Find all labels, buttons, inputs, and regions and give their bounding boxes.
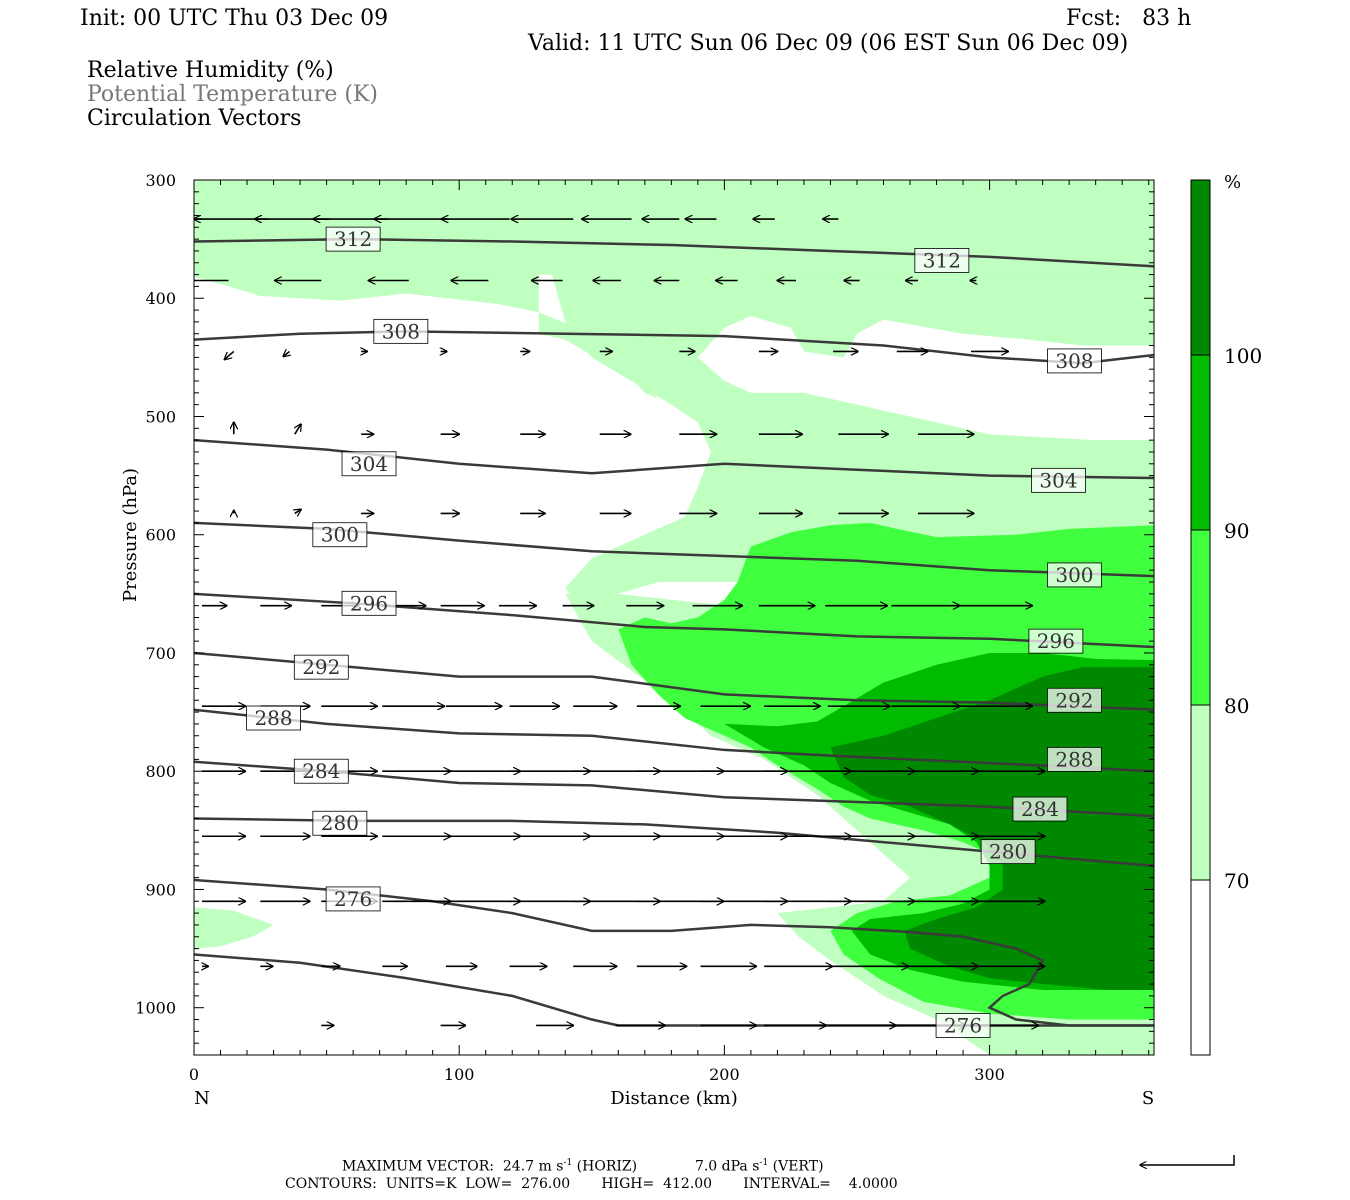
y-tick-label-300: 300 bbox=[145, 171, 176, 190]
valid-time-label: Valid: 11 UTC Sun 06 Dec 09 (06 EST Sun … bbox=[528, 31, 1129, 56]
axis-layer: 300 400 500 600 700 800 900 1000 0 100 200 300 bbox=[135, 171, 1154, 1084]
theta-label-292-0: 292 bbox=[293, 654, 349, 680]
colorbar-segment-80-90 bbox=[1190, 529, 1211, 706]
svg-text:296: 296 bbox=[1037, 629, 1075, 653]
svg-text:276: 276 bbox=[944, 1013, 982, 1037]
theta-label-280-1: 280 bbox=[980, 839, 1036, 865]
north-end-label: N bbox=[194, 1088, 210, 1109]
y-axis-title: Pressure (hPa) bbox=[120, 468, 141, 602]
theta-label-284-1: 284 bbox=[1012, 796, 1068, 822]
south-end-label: S bbox=[1142, 1088, 1154, 1109]
max-vector-label: MAXIMUM VECTOR: bbox=[342, 1158, 494, 1175]
colorbar: 70 80 90 100 bbox=[1190, 179, 1262, 1056]
field-vectors-label: Circulation Vectors bbox=[87, 106, 302, 131]
svg-text:288: 288 bbox=[254, 706, 292, 730]
svg-text:276: 276 bbox=[334, 887, 372, 911]
rh-region-70-80-4 bbox=[194, 907, 274, 949]
vert-exp: -1 bbox=[759, 1158, 769, 1168]
theta-contour-276 bbox=[194, 878, 1154, 1027]
contours-info: CONTOURS: UNITS=K LOW= 276.00 HIGH= 412.… bbox=[285, 1176, 898, 1192]
theta-label-300-1: 300 bbox=[1047, 562, 1102, 588]
theta-label-292-1: 292 bbox=[1047, 687, 1102, 713]
svg-text:296: 296 bbox=[350, 591, 388, 615]
x-axis-title: Distance (km) bbox=[610, 1088, 737, 1109]
colorbar-segment-70-80 bbox=[1190, 704, 1211, 881]
x-tick-label-200: 200 bbox=[709, 1065, 740, 1084]
theta-label-276-1: 276 bbox=[935, 1013, 991, 1038]
theta-contour-292 bbox=[194, 651, 1154, 711]
colorbar-segment-above-100 bbox=[1190, 179, 1211, 356]
theta-label-288-0: 288 bbox=[246, 705, 301, 731]
rh-region-70-80-2 bbox=[552, 274, 1154, 606]
theta-label-308-1: 308 bbox=[1047, 348, 1102, 374]
max-vector-vert: 7.0 dPa s bbox=[694, 1158, 760, 1175]
vector-2-1 bbox=[283, 351, 289, 356]
svg-text:280: 280 bbox=[321, 811, 359, 835]
contour-label-layer: 312 312 308 308 304 304 300 300 296 296 292 292 288 2… bbox=[246, 226, 1102, 1038]
svg-text:280: 280 bbox=[989, 840, 1027, 864]
theta-label-288-1: 288 bbox=[1047, 746, 1102, 772]
max-vector-line: MAXIMUM VECTOR: 24.7 m s-1 (HORIZ) 7.0 d… bbox=[342, 1158, 824, 1175]
theta-contour-288 bbox=[194, 708, 1154, 773]
colorbar-segment-below-70 bbox=[1190, 879, 1211, 1056]
colorbar-label-90: 90 bbox=[1224, 519, 1249, 543]
vector-3-1 bbox=[295, 424, 301, 435]
theta-label-280-0: 280 bbox=[312, 810, 368, 836]
init-time-label: Init: 00 UTC Thu 03 Dec 09 bbox=[80, 6, 389, 31]
svg-text:300: 300 bbox=[1055, 563, 1093, 587]
theta-contour-284 bbox=[194, 760, 1154, 818]
y-tick-label-900: 900 bbox=[145, 880, 176, 899]
colorbar-label-80: 80 bbox=[1224, 694, 1249, 718]
y-tick-label-800: 800 bbox=[145, 762, 176, 781]
svg-text:292: 292 bbox=[1055, 688, 1093, 712]
vector-2-0 bbox=[224, 350, 235, 359]
field-theta-label: Potential Temperature (K) bbox=[87, 82, 378, 107]
circulation-vector-layer bbox=[194, 219, 1045, 1025]
horiz-exp: -1 bbox=[563, 1158, 573, 1168]
theta-label-296-1: 296 bbox=[1028, 628, 1084, 654]
svg-text:300: 300 bbox=[321, 523, 359, 547]
svg-text:288: 288 bbox=[1055, 747, 1093, 771]
y-tick-label-1000: 1000 bbox=[135, 999, 176, 1018]
colorbar-segment-90-100 bbox=[1190, 354, 1211, 531]
colorbar-unit: % bbox=[1224, 172, 1241, 193]
svg-text:312: 312 bbox=[923, 248, 961, 272]
svg-text:284: 284 bbox=[302, 759, 340, 783]
theta-label-276-0: 276 bbox=[325, 886, 381, 912]
svg-text:308: 308 bbox=[382, 319, 420, 343]
vert-tag: (VERT) bbox=[772, 1158, 824, 1175]
theta-label-312-0: 312 bbox=[325, 226, 381, 252]
x-tick-label-0: 0 bbox=[189, 1065, 199, 1084]
reference-vector bbox=[1140, 1155, 1235, 1165]
theta-label-304-0: 304 bbox=[341, 451, 397, 477]
y-tick-label-500: 500 bbox=[145, 407, 176, 426]
svg-text:284: 284 bbox=[1021, 797, 1059, 821]
svg-text:292: 292 bbox=[302, 655, 340, 679]
svg-text:308: 308 bbox=[1055, 349, 1093, 373]
horiz-tag: (HORIZ) bbox=[576, 1158, 638, 1175]
field-rh-label: Relative Humidity (%) bbox=[87, 58, 334, 83]
rh-region-70-80-1 bbox=[194, 180, 1154, 287]
theta-label-296-0: 296 bbox=[341, 590, 397, 616]
theta-label-300-0: 300 bbox=[312, 522, 368, 548]
svg-text:304: 304 bbox=[1039, 468, 1077, 492]
svg-text:304: 304 bbox=[350, 452, 388, 476]
max-vector-horiz: 24.7 m s bbox=[502, 1158, 564, 1175]
theta-label-284-0: 284 bbox=[293, 758, 349, 784]
y-tick-label-600: 600 bbox=[145, 526, 176, 545]
forecast-hour-label: Fcst: 83 h bbox=[1066, 6, 1192, 31]
colorbar-label-100: 100 bbox=[1224, 344, 1262, 368]
theta-label-308-0: 308 bbox=[373, 318, 429, 344]
y-tick-label-700: 700 bbox=[145, 644, 176, 663]
vector-4-1 bbox=[295, 509, 301, 513]
theta-label-304-1: 304 bbox=[1031, 467, 1086, 493]
theta-label-312-1: 312 bbox=[914, 248, 970, 273]
y-tick-label-400: 400 bbox=[145, 289, 176, 308]
colorbar-label-70: 70 bbox=[1224, 869, 1249, 893]
x-tick-label-300: 300 bbox=[974, 1065, 1005, 1084]
x-tick-label-100: 100 bbox=[444, 1065, 475, 1084]
rh-region-70-80-0 bbox=[194, 180, 1154, 588]
svg-text:312: 312 bbox=[334, 227, 372, 251]
